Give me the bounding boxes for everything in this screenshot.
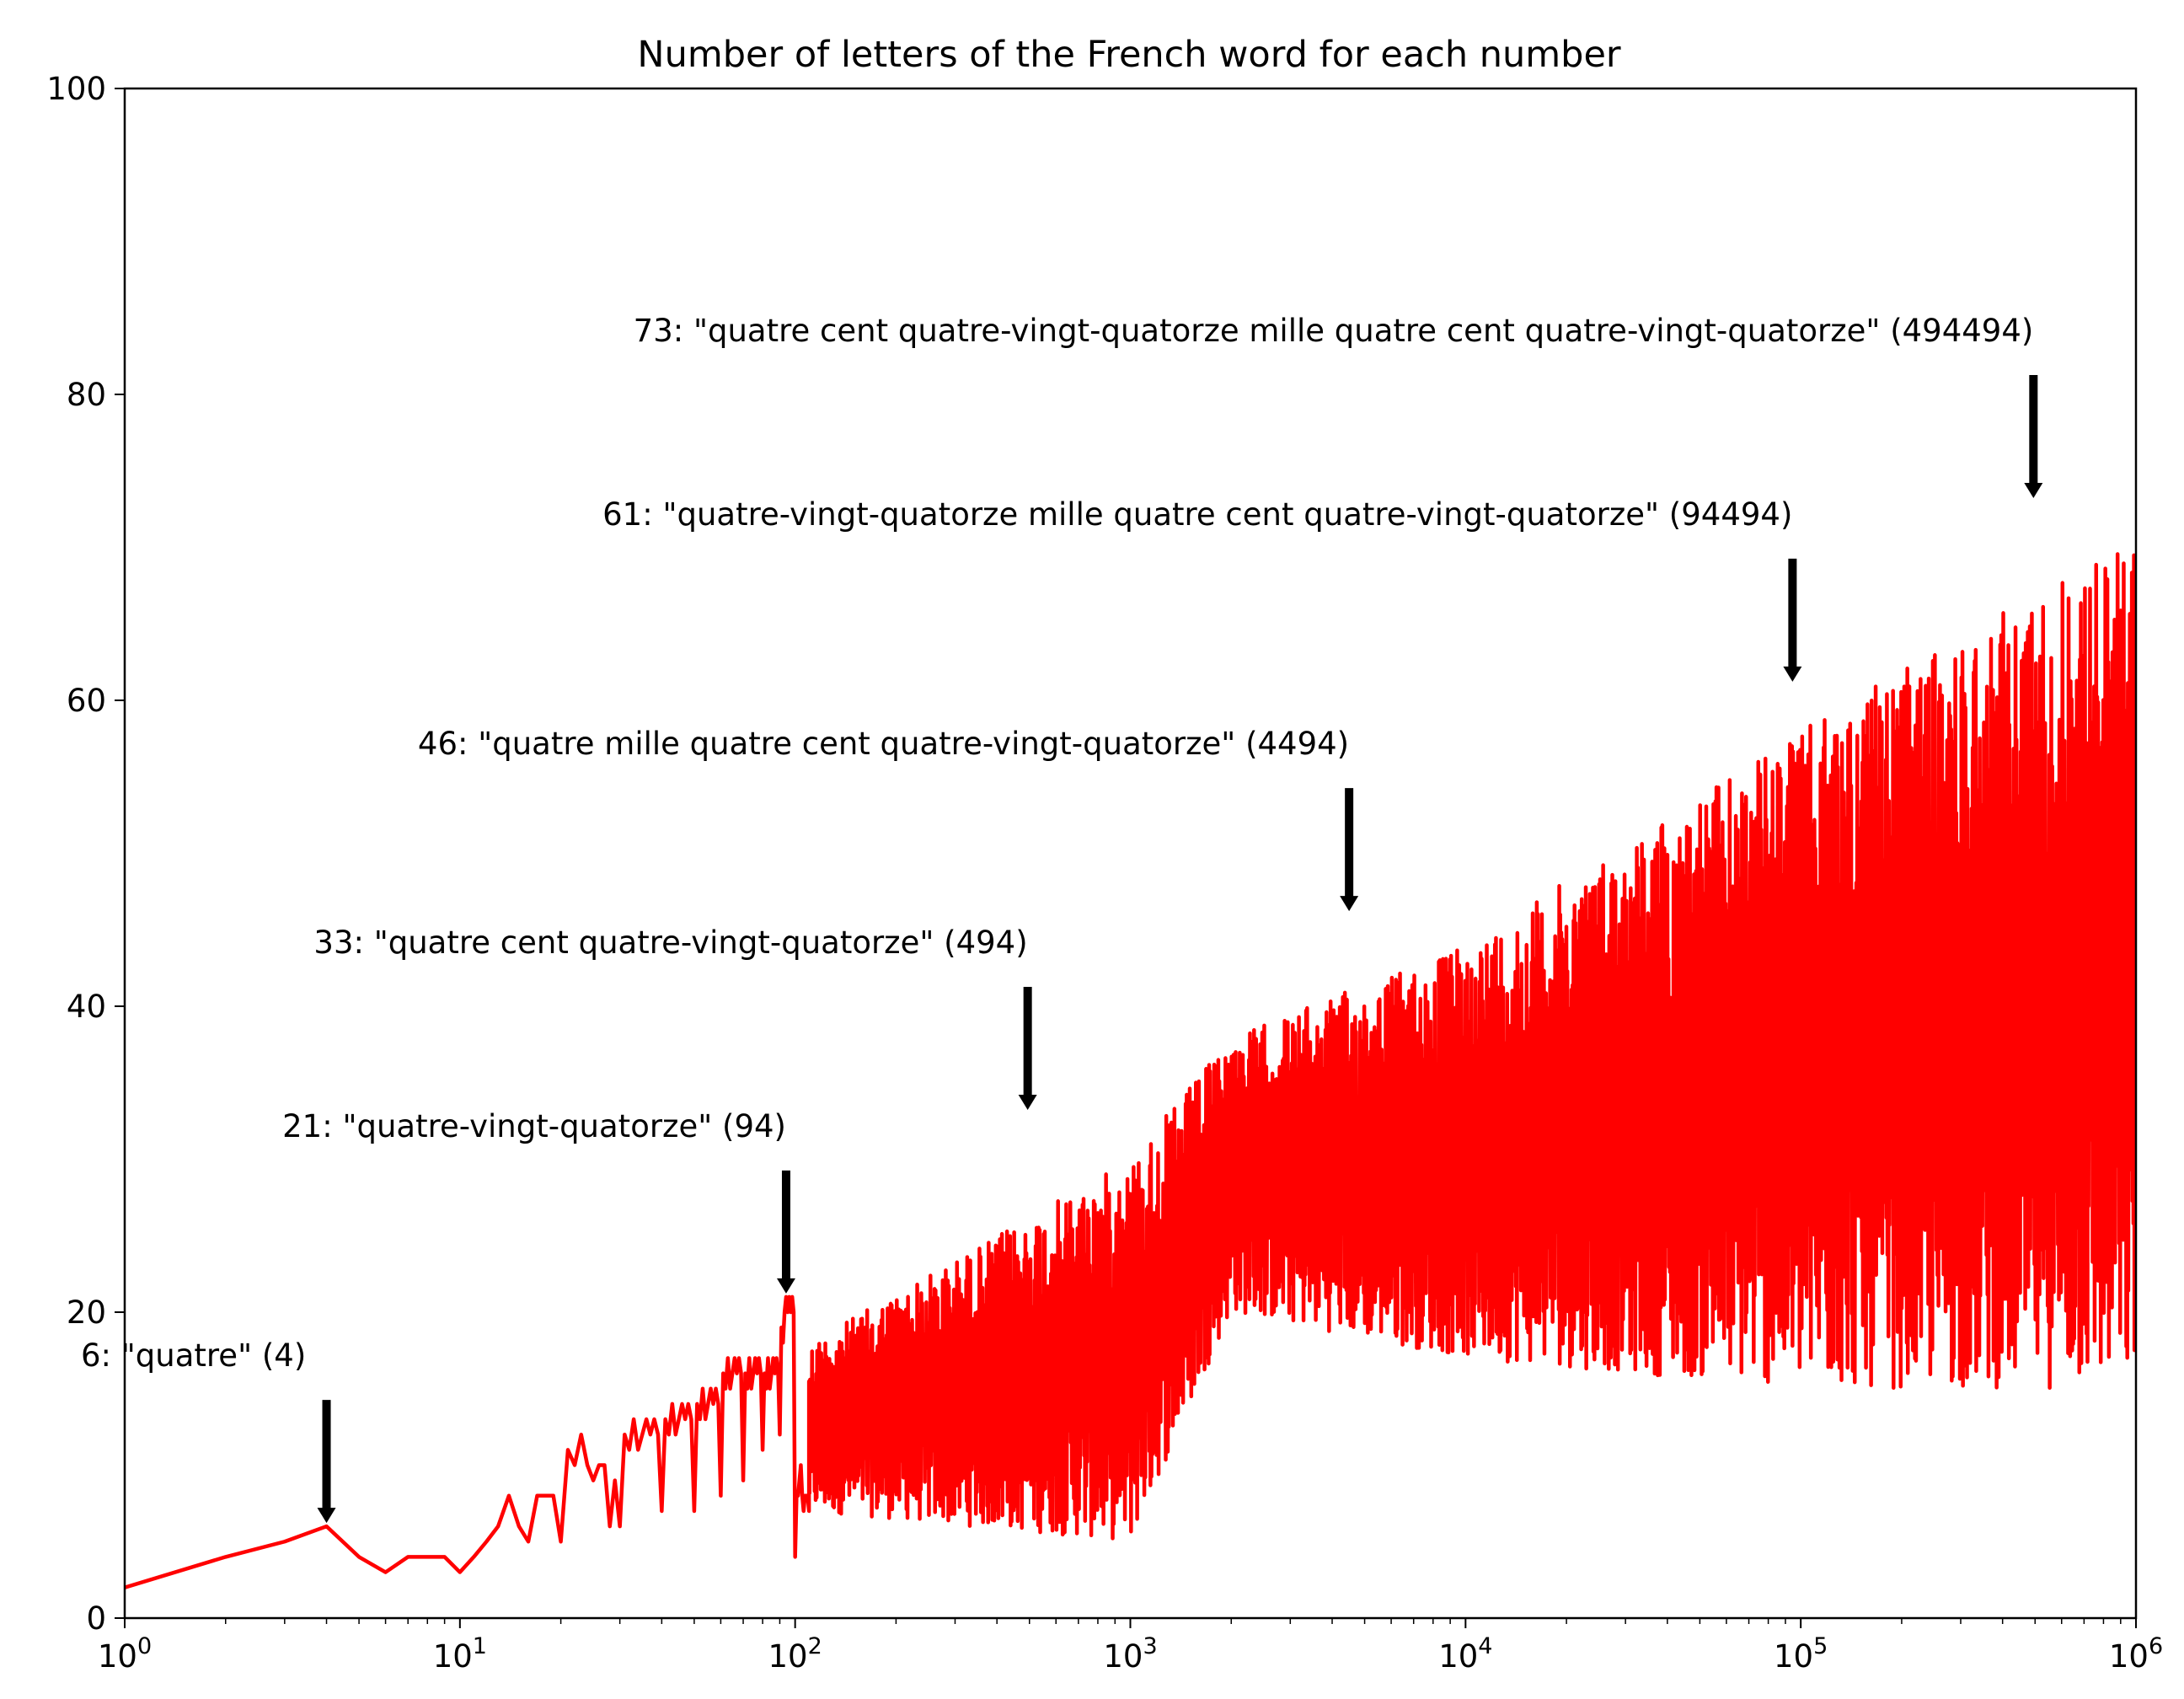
annotation-arrowhead [1018,1095,1037,1111]
annotation: 46: "quatre mille quatre cent quatre-vin… [418,726,1359,912]
y-tick-label: 20 [67,1294,106,1331]
axes-layer: 0 20 40 60 80 100 100 101 102 103 104 105 106 [46,71,2163,1675]
annotation-label: 6: "quatre" (4) [81,1337,306,1374]
x-tick-label: 102 [768,1633,822,1675]
chart-title: Number of letters of the French word for… [637,34,1620,76]
x-tick-label: 101 [433,1633,487,1675]
annotation-arrowhead [2024,483,2043,499]
annotation-arrowhead [317,1508,336,1524]
y-tick-label: 80 [67,377,106,413]
annotation-label: 73: "quatre cent quatre-vingt-quatorze m… [634,313,2034,349]
annotation: 73: "quatre cent quatre-vingt-quatorze m… [634,313,2043,499]
annotation-label: 61: "quatre-vingt-quatorze mille quatre … [602,496,1792,533]
annotation-layer: 6: "quatre" (4) 21: "quatre-vingt-quatorz… [81,313,2043,1524]
annotation: 33: "quatre cent quatre-vingt-quatorze" … [313,925,1037,1111]
annotation-arrowhead [1783,666,1802,682]
annotation-label: 21: "quatre-vingt-quatorze" (94) [282,1108,786,1144]
x-tick-label: 105 [1774,1633,1828,1675]
annotation: 61: "quatre-vingt-quatorze mille quatre … [602,496,1802,682]
y-tick-label: 100 [46,71,106,107]
x-tick-label: 104 [1438,1633,1492,1675]
series-line [125,552,2136,1589]
annotation: 6: "quatre" (4) [81,1337,336,1524]
annotation: 21: "quatre-vingt-quatorze" (94) [282,1108,795,1294]
y-tick-label: 0 [86,1600,106,1637]
data-layer [125,552,2136,1589]
x-tick-label: 103 [1103,1633,1157,1675]
annotation-arrowhead [776,1278,795,1294]
annotation-arrowhead [1340,896,1359,912]
annotation-label: 46: "quatre mille quatre cent quatre-vin… [418,726,1349,762]
y-tick-label: 40 [67,989,106,1025]
y-tick-label: 60 [67,683,106,719]
x-tick-label: 106 [2109,1633,2163,1675]
annotation-label: 33: "quatre cent quatre-vingt-quatorze" … [313,925,1027,961]
x-tick-label: 100 [98,1633,152,1675]
